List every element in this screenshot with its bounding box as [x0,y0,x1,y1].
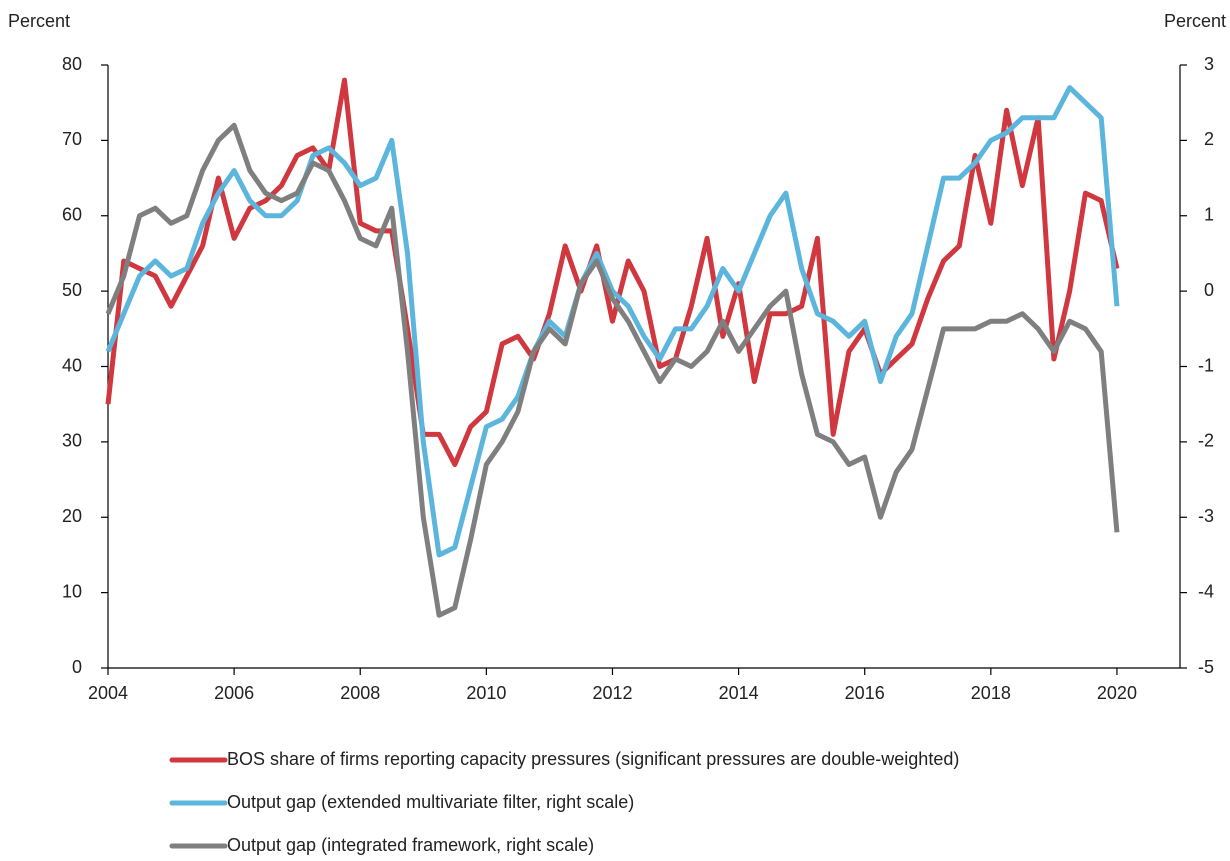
legend-label: Output gap (integrated framework, right … [227,835,594,855]
y-tick-label: 50 [62,280,82,300]
y-tick-label: 60 [62,205,82,225]
y2-tick-label: -3 [1198,506,1214,526]
x-tick-label: 2010 [466,683,506,703]
x-tick-label: 2008 [340,683,380,703]
y2-tick-label: 2 [1204,129,1214,149]
y2-tick-label: -2 [1198,431,1214,451]
x-tick-label: 2014 [719,683,759,703]
x-tick-label: 2016 [845,683,885,703]
y2-tick-label: -1 [1198,355,1214,375]
series-line [105,85,1120,558]
y-tick-label: 0 [72,657,82,677]
y-tick-label: 10 [62,581,82,601]
y2-tick-label: 1 [1204,205,1214,225]
x-tick-label: 2018 [971,683,1011,703]
series-line [105,77,1120,467]
y-tick-label: 30 [62,431,82,451]
legend-label: Output gap (extended multivariate filter… [227,792,634,812]
y2-tick-label: 0 [1204,280,1214,300]
y2-tick-label: -5 [1198,657,1214,677]
legend-label: BOS share of firms reporting capacity pr… [227,749,959,769]
y-tick-label: 80 [62,54,82,74]
x-tick-label: 2004 [88,683,128,703]
y-tick-label: 40 [62,355,82,375]
y2-tick-label: -4 [1198,581,1214,601]
x-tick-label: 2020 [1097,683,1137,703]
y-tick-label: 20 [62,506,82,526]
x-tick-label: 2012 [592,683,632,703]
y-axis-label: Percent [8,11,70,31]
series-line [105,122,1120,618]
y2-axis-label: Percent [1164,11,1226,31]
y-tick-label: 70 [62,129,82,149]
y2-tick-label: 3 [1204,54,1214,74]
x-tick-label: 2006 [214,683,254,703]
